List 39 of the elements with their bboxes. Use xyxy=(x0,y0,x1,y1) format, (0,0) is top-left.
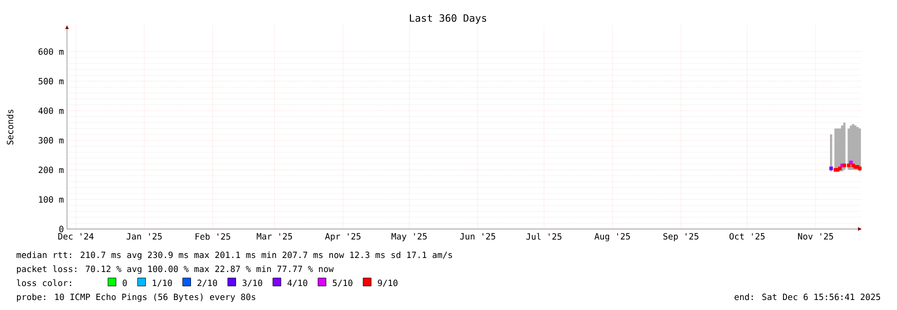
y-tick-label: 100 m xyxy=(39,196,64,203)
y-tick-label: 200 m xyxy=(38,166,64,174)
text: median rtt: 210.7 ms avg 230.9 ms max 201.1 ms min 207.7 ms now 12.3 ms sd 17.1 am/s xyxy=(16,251,452,260)
x-tick-label: Oct '25 xyxy=(730,233,765,240)
x-tick-label: Sep '25 xyxy=(663,233,698,242)
legend-label: 0 xyxy=(122,280,127,286)
text: end: Sat Dec 6 15:56:41 2025 xyxy=(734,293,880,300)
x-tick-label: Apr '25 xyxy=(325,233,360,242)
legend-title: loss color: xyxy=(16,279,72,286)
chart-title: Last 360 Days xyxy=(410,14,486,24)
x-tick-label: Aug '25 xyxy=(594,233,630,242)
point xyxy=(829,166,833,170)
y-tick-label: 0 xyxy=(59,226,64,232)
legend-label: 1/10 xyxy=(152,280,172,287)
y-tick-label: 300 m xyxy=(38,137,64,144)
x-tick-label: Jan '25 xyxy=(126,233,162,240)
text: packet loss: 70.12 % avg 100.00 % max 22.87 % min 77.77 % now xyxy=(16,265,334,274)
x-tick-label: May '25 xyxy=(392,233,427,242)
legend-label: 3/10 xyxy=(242,280,262,287)
legend-label: 2/10 xyxy=(198,280,218,287)
x-tick-label: Jul '25 xyxy=(526,233,562,240)
y-tick-label: 500 m xyxy=(38,78,64,84)
text: probe: 10 ICMP Echo Pings (56 Bytes) every 80s xyxy=(16,293,256,302)
legend-label: 4/10 xyxy=(288,280,308,287)
y-axis-title: Seconds xyxy=(6,110,14,145)
x-tick-label: Nov '25 xyxy=(798,233,834,240)
point xyxy=(849,160,853,164)
point xyxy=(842,164,846,168)
legend-label: 9/10 xyxy=(378,280,398,287)
point xyxy=(858,166,862,170)
point xyxy=(846,164,851,168)
x-tick-label: Jun '25 xyxy=(460,233,496,240)
x-tick-label: Dec '24 xyxy=(58,233,94,240)
x-tick-label: Feb '25 xyxy=(196,233,230,240)
x-tick-label: Mar '25 xyxy=(256,233,292,240)
y-tick-label: 400 m xyxy=(38,107,64,114)
y-tick-label: 600 m xyxy=(38,48,64,55)
legend-label: 5/10 xyxy=(332,280,352,287)
point xyxy=(838,166,842,170)
